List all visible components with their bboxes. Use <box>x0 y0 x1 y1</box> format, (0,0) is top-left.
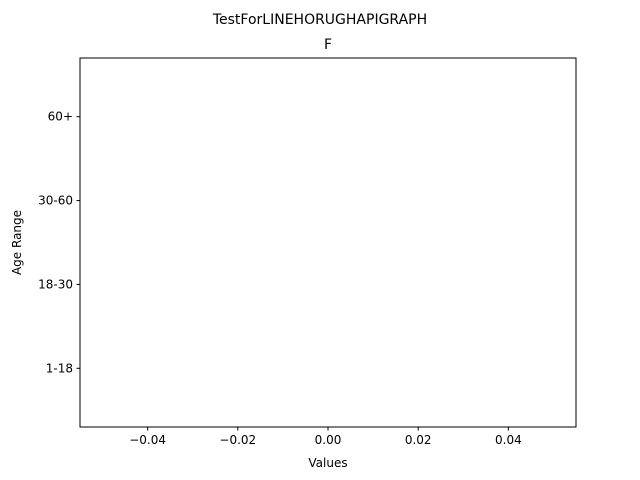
y-tick-label: 1-18 <box>46 361 73 375</box>
y-tick-label: 30-60 <box>38 194 73 208</box>
x-axis-label: Values <box>308 456 347 470</box>
x-tick-label: 0.02 <box>405 433 432 447</box>
chart-suptitle: TestForLINEHORUGHAPIGRAPH <box>212 12 427 28</box>
x-axis: −0.04 −0.02 0.00 0.02 0.04 <box>129 427 522 447</box>
x-tick-label: 0.04 <box>495 433 522 447</box>
y-tick-label: 18-30 <box>38 277 73 291</box>
plot-area <box>79 57 577 428</box>
x-tick-label: −0.02 <box>219 433 256 447</box>
y-axis: 1-18 18-30 30-60 60+ <box>38 110 80 375</box>
chart-title: F <box>324 37 332 53</box>
y-axis-label: Age Range <box>10 210 24 275</box>
x-tick-label: −0.04 <box>129 433 166 447</box>
y-tick-label: 60+ <box>48 110 73 124</box>
x-tick-label: 0.00 <box>315 433 342 447</box>
